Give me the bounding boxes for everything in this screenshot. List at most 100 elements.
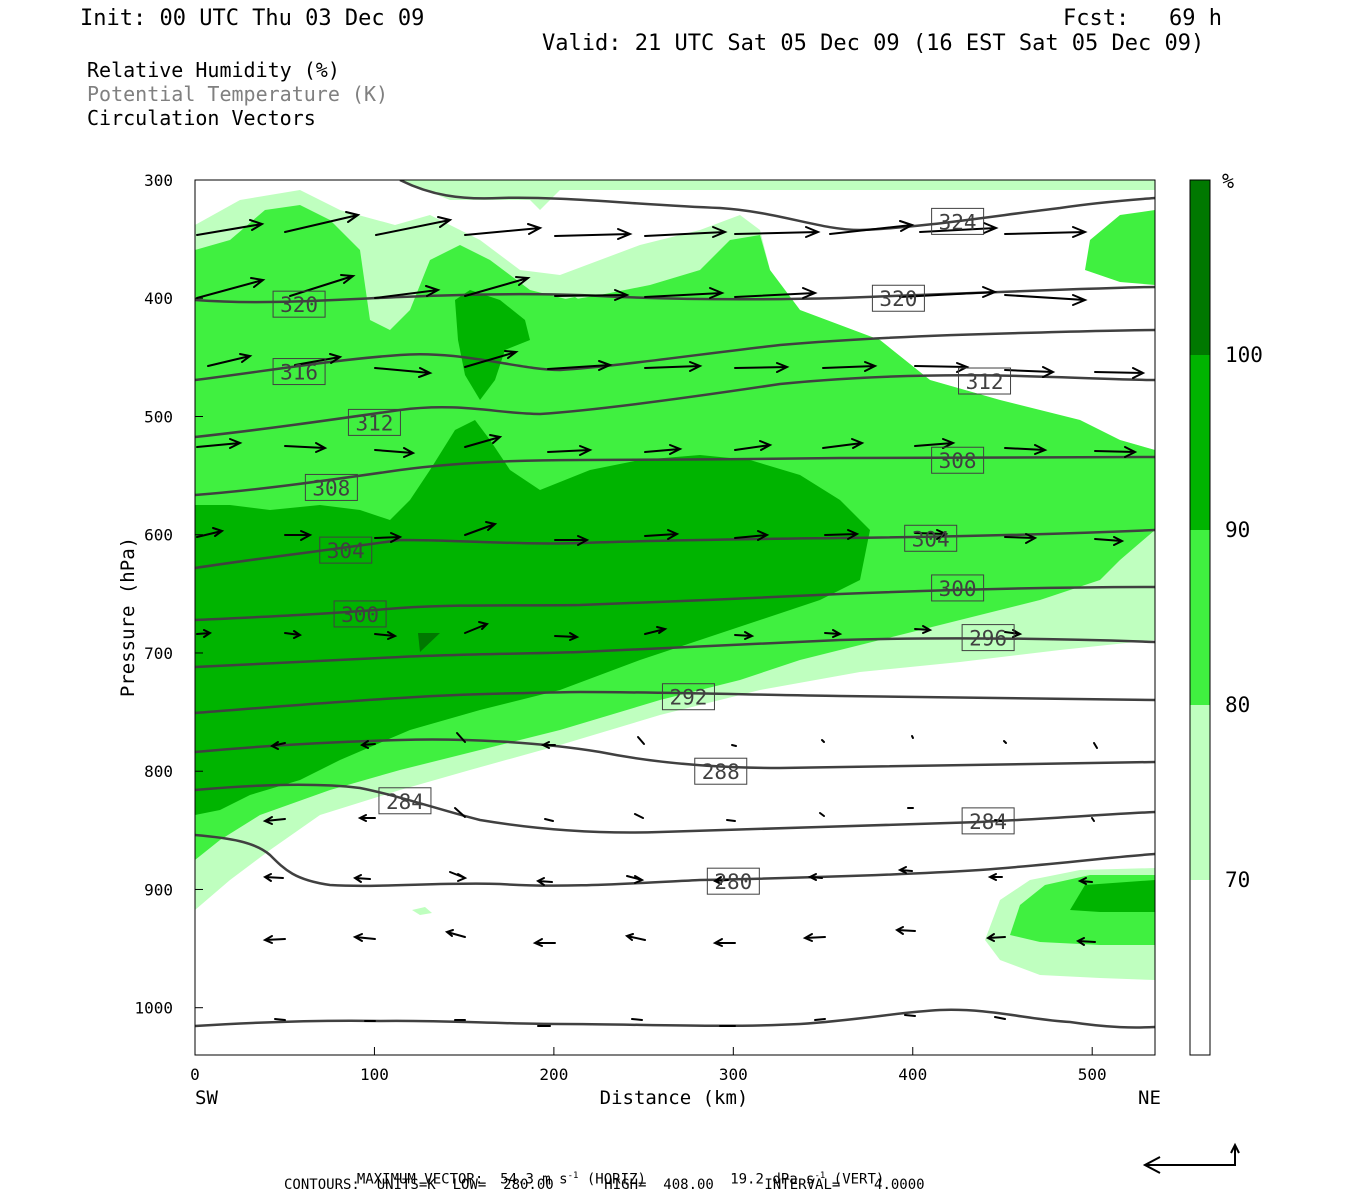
vector-arrow	[644, 287, 725, 299]
vector-arrow	[263, 873, 284, 882]
vector-arrow	[532, 938, 556, 947]
legend-vectors: Circulation Vectors	[87, 106, 316, 130]
contour-label: 316	[280, 361, 318, 385]
contour-label-box	[661, 683, 715, 711]
vector-arrow	[1004, 533, 1038, 544]
vector-arrow	[554, 535, 590, 546]
rh-90-100-upper-blob	[455, 290, 530, 400]
vector-arrow	[464, 350, 519, 368]
vector-arrow	[731, 744, 737, 747]
contour-label: 300	[939, 577, 977, 601]
vector-arrow	[634, 813, 644, 819]
contour-label: 300	[341, 603, 379, 627]
vector-arrow	[196, 527, 225, 538]
contours-info: CONTOURS: UNITS=K LOW= 280.00 HIGH= 408.…	[284, 1177, 925, 1193]
vector-arrow	[464, 276, 531, 297]
vector-arrow	[914, 625, 933, 634]
contour-line	[195, 374, 1155, 439]
contour-label-box	[904, 524, 958, 552]
valid-time: Valid: 21 UTC Sat 05 Dec 09 (16 EST Sat …	[542, 31, 1205, 56]
vector-arrow	[360, 740, 376, 749]
contour-line	[195, 690, 1155, 715]
y-tick-label: 500	[144, 407, 173, 426]
max-vector-label: MAXIMUM VECTOR:	[356, 1171, 484, 1188]
x-axis: 0 100 200 300 400 500	[190, 1047, 1107, 1084]
colorbar-level: 80	[1225, 693, 1250, 717]
vector-arrow	[464, 521, 498, 536]
contour-label-box	[694, 757, 748, 785]
rh-90-100-region	[195, 420, 870, 815]
contour-label-box	[319, 536, 373, 564]
vector-arrow	[821, 739, 825, 743]
contour-line	[195, 528, 1155, 570]
rh-70-80-small-patch	[412, 907, 432, 915]
vector-arrow	[987, 873, 1003, 881]
vector-arrow	[631, 1018, 643, 1021]
vector-arrow	[914, 362, 970, 373]
vector-arrow	[1094, 536, 1125, 546]
x-tick-label: 200	[539, 1065, 568, 1084]
vector-arrow	[544, 818, 554, 822]
sw-end-label: SW	[195, 1087, 218, 1109]
vector-arrow	[374, 532, 403, 543]
contour-label-box	[378, 787, 432, 815]
vector-arrow	[1077, 877, 1093, 885]
colorbar-level: 90	[1225, 518, 1250, 542]
vector-arrow	[624, 933, 646, 941]
y-tick-label: 400	[144, 289, 173, 308]
contour-line	[195, 455, 1155, 497]
vector-arrow	[196, 629, 212, 638]
contour-label: 320	[280, 293, 318, 317]
vector-arrow	[1094, 367, 1146, 379]
contour-label-box	[958, 367, 1012, 395]
y-tick-label: 900	[144, 880, 173, 899]
contour-label-box	[272, 358, 326, 386]
vector-arrow	[284, 630, 302, 639]
vector-arrow	[1091, 817, 1095, 822]
x-tick-label: 0	[190, 1065, 200, 1084]
colorbar: % 100 90 80 70	[1189, 169, 1263, 1056]
max-vector-line: MAXIMUM VECTOR: 54.3 m s-1 (HORIZ) 19.2 …	[340, 1158, 884, 1187]
contour-line	[195, 328, 1155, 382]
y-tick-label: 800	[144, 762, 173, 781]
vector-arrow	[637, 736, 645, 745]
vector-arrow	[540, 741, 556, 749]
vector-arrow	[914, 529, 949, 540]
vector-arrow	[536, 877, 553, 886]
vector-arrow	[644, 226, 728, 238]
vector-arrow	[819, 812, 825, 817]
vector-arrow	[294, 353, 343, 366]
vector-arrow	[734, 440, 773, 451]
vector-arrow	[464, 223, 543, 236]
max-vert-unit: (VERT)	[833, 1171, 885, 1188]
contour-label-box	[931, 446, 985, 474]
vector-arrow	[274, 1018, 286, 1021]
vector-arrow	[994, 819, 1004, 822]
vector-arrow	[374, 631, 398, 640]
vector-arrow	[829, 220, 915, 235]
vector-arrow	[1094, 446, 1138, 458]
x-tick-label: 500	[1078, 1065, 1107, 1084]
vector-arrow	[464, 621, 489, 634]
legend-theta: Potential Temperature (K)	[87, 82, 389, 106]
vector-arrow	[626, 875, 645, 884]
vector-arrow	[1076, 937, 1096, 946]
vector-arrow	[726, 819, 736, 822]
vector-arrow	[1004, 226, 1088, 238]
contour-label: 296	[969, 627, 1007, 651]
contour-line	[195, 285, 1155, 304]
contour-label: 312	[966, 370, 1004, 394]
contour-label: 292	[669, 686, 707, 710]
vector-arrow	[734, 530, 770, 541]
vector-arrow	[547, 360, 613, 371]
contour-line	[195, 1008, 1155, 1029]
vector-arrow	[196, 219, 265, 236]
rh-100-plus-spot	[418, 633, 440, 652]
x-tick-label: 100	[360, 1065, 389, 1084]
y-axis: 300 400 500 600 700 800 900 1000	[134, 171, 203, 1018]
vector-arrow	[897, 866, 913, 874]
max-horiz-unit: (HORIZ)	[586, 1171, 646, 1188]
contour-label-box	[706, 867, 760, 895]
contour-label: 284	[969, 810, 1007, 834]
